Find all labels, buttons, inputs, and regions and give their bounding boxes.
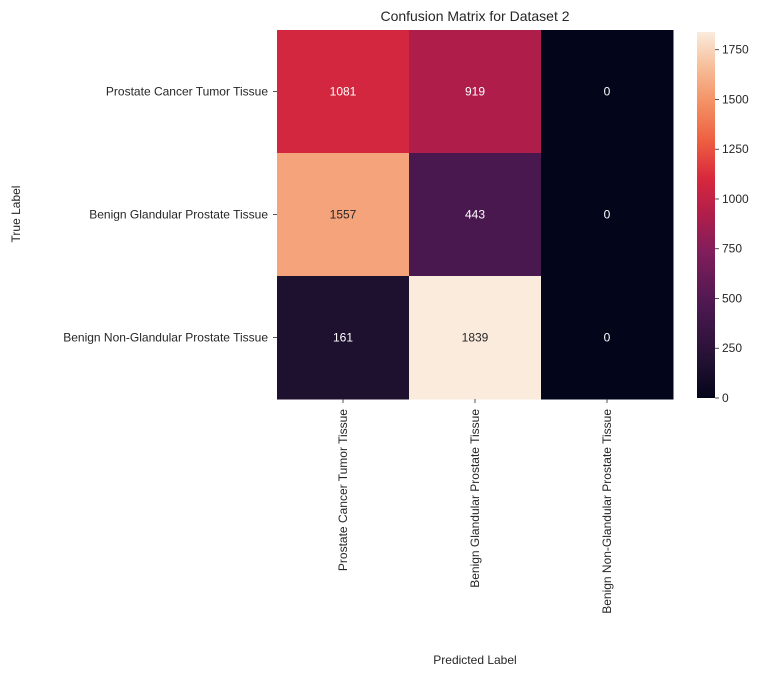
heatmap-cells [277,30,674,400]
cell-value-r1-c2: 0 [604,208,611,222]
x-axis-label: Predicted Label [433,653,516,667]
cell-annotations: 1081 919 0 1557 443 0 161 1839 0 [330,85,611,345]
colorbar-tick-label: 0 [722,391,729,405]
cell-value-r2-c1: 1839 [462,331,489,345]
x-tick-label: Benign Glandular Prostate Tissue [468,409,482,588]
colorbar-tick-label: 1500 [722,92,749,106]
heatmap-cell-r2-c2 [541,276,674,400]
x-tick-label: Benign Non-Glandular Prostate Tissue [600,409,614,614]
cell-value-r2-c2: 0 [604,331,611,345]
cell-value-r1-c1: 443 [465,208,485,222]
cell-value-r0-c0: 1081 [330,85,357,99]
colorbar-tick-label: 1750 [722,43,749,57]
colorbar-ticks: 0 250 500 750 1000 1250 1500 1750 [715,43,749,405]
y-axis-label: True Label [9,186,23,243]
y-tick-label: Benign Glandular Prostate Tissue [89,208,268,222]
chart-title: Confusion Matrix for Dataset 2 [380,8,569,24]
cell-value-r2-c0: 161 [333,331,353,345]
heatmap-cell-r2-c0 [277,276,410,400]
colorbar-tick-label: 1000 [722,192,749,206]
colorbar-tick-label: 500 [722,291,742,305]
y-tick-label: Benign Non-Glandular Prostate Tissue [63,331,268,345]
y-tick-labels: Prostate Cancer Tumor Tissue Benign Gland… [63,85,277,345]
cell-value-r0-c2: 0 [604,85,611,99]
cell-value-r0-c1: 919 [465,85,485,99]
heatmap-cell-r2-c1 [409,276,542,400]
x-tick-label: Prostate Cancer Tumor Tissue [336,409,350,571]
colorbar-tick-label: 1250 [722,142,749,156]
heatmap-cell-r0-c0 [277,30,410,154]
cell-value-r1-c0: 1557 [330,208,357,222]
heatmap-cell-r1-c2 [541,153,674,277]
heatmap-cell-r0-c2 [541,30,674,154]
colorbar-tick-label: 250 [722,341,742,355]
colorbar [697,32,715,398]
heatmap-cell-r1-c1 [409,153,542,277]
heatmap-cell-r1-c0 [277,153,410,277]
y-tick-label: Prostate Cancer Tumor Tissue [106,85,268,99]
x-tick-labels: Prostate Cancer Tumor Tissue Benign Gland… [336,399,614,614]
heatmap-cell-r0-c1 [409,30,542,154]
colorbar-tick-label: 750 [722,242,742,256]
